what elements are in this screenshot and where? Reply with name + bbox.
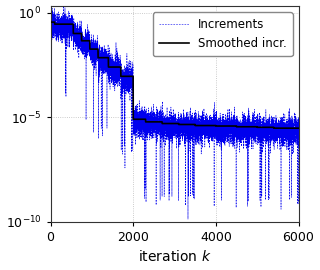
Increments — [161, 120, 164, 123]
Increments — [297, 136, 300, 140]
Increments — [62, 4, 66, 8]
Smoothed incr. — [52, 21, 55, 24]
Line: Smoothed incr.: Smoothed incr. — [51, 22, 299, 128]
Smoothed incr. — [161, 122, 164, 125]
Legend: Increments, Smoothed incr.: Increments, Smoothed incr. — [153, 12, 292, 56]
Increments — [235, 137, 239, 140]
Smoothed incr. — [107, 65, 111, 69]
Increments — [186, 218, 190, 221]
Smoothed incr. — [297, 127, 300, 130]
Increments — [52, 12, 55, 16]
Increments — [268, 129, 271, 132]
Increments — [107, 66, 111, 70]
Increments — [293, 113, 297, 116]
Smoothed incr. — [268, 126, 271, 129]
Increments — [49, 11, 52, 14]
Smoothed incr. — [235, 125, 239, 128]
X-axis label: iteration $k$: iteration $k$ — [138, 249, 211, 264]
Line: Increments: Increments — [51, 6, 299, 219]
Smoothed incr. — [272, 127, 276, 130]
Smoothed incr. — [49, 21, 52, 24]
Smoothed incr. — [293, 127, 297, 130]
